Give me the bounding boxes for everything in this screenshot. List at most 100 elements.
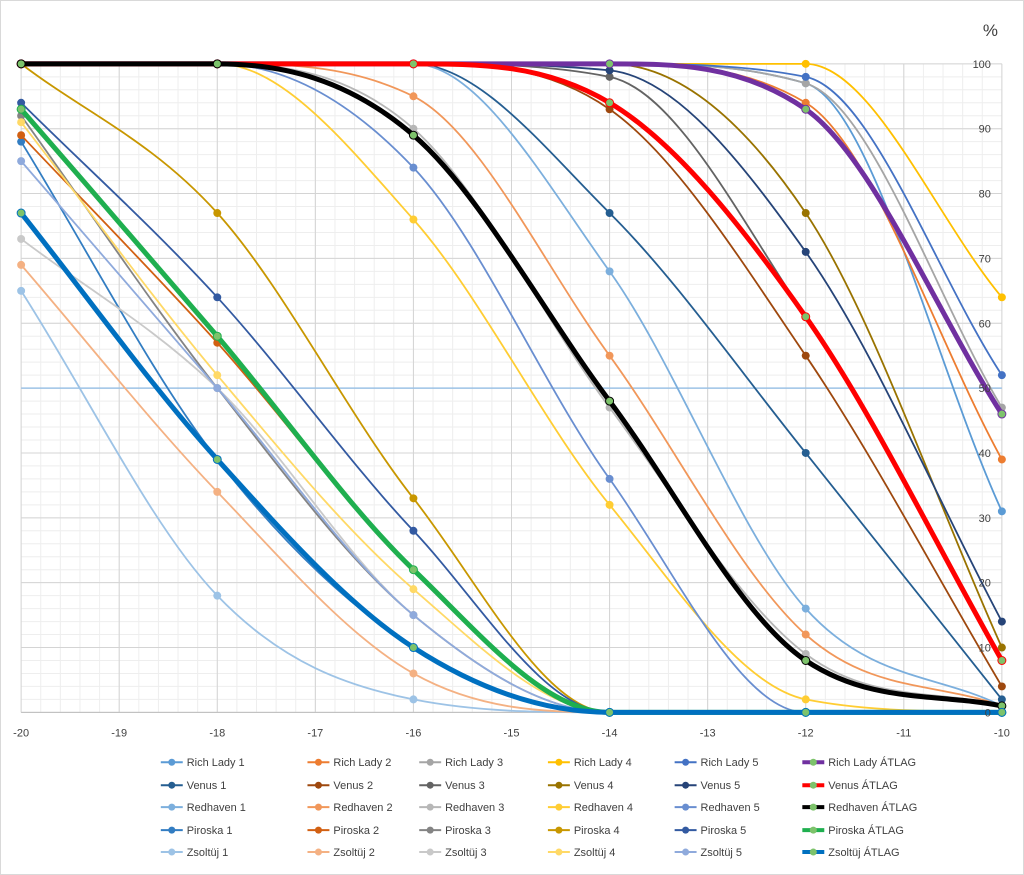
data-point	[997, 409, 1007, 419]
data-point	[408, 130, 418, 140]
data-point	[801, 79, 810, 88]
data-point	[605, 98, 615, 108]
legend-entry: Piroska 2	[307, 825, 379, 837]
data-point	[605, 707, 615, 717]
data-point	[408, 59, 418, 69]
data-point	[409, 669, 418, 678]
legend-marker	[168, 781, 176, 789]
series-17	[16, 59, 1007, 711]
legend-label: Piroska ÁTLAG	[828, 824, 904, 837]
legend-label: Zsoltüj 1	[187, 847, 228, 859]
legend-label: Venus 3	[445, 780, 485, 792]
data-point	[997, 293, 1006, 302]
legend-label: Rich Lady 3	[445, 757, 503, 769]
x-tick-label: -13	[700, 727, 716, 739]
legend-marker	[314, 848, 322, 856]
legend-marker	[555, 781, 563, 789]
data-point	[801, 695, 810, 704]
data-point	[17, 131, 26, 140]
data-point	[801, 104, 811, 114]
legend-entry: Piroska 4	[547, 825, 620, 837]
legend-label: Redhaven 1	[187, 802, 246, 814]
data-point	[213, 293, 222, 302]
data-point	[801, 209, 810, 218]
legend-marker	[314, 826, 322, 834]
legend-marker	[555, 848, 563, 856]
legend-marker	[809, 758, 817, 766]
x-tick-label: -17	[307, 727, 323, 739]
y-unit-label: %	[983, 21, 998, 40]
legend-marker	[168, 803, 176, 811]
data-point	[17, 260, 26, 269]
legend-marker	[168, 758, 176, 766]
data-point	[17, 286, 26, 295]
legend-marker	[426, 803, 434, 811]
legend-label: Zsoltüj 2	[333, 847, 374, 859]
legend-entry: Piroska ÁTLAG	[802, 824, 904, 837]
legend-label: Piroska 1	[187, 825, 233, 837]
data-point	[605, 351, 614, 360]
legend-entry: Rich Lady 1	[160, 757, 245, 769]
data-point	[801, 655, 811, 665]
data-point	[212, 331, 222, 341]
y-tick-label: 40	[979, 448, 991, 460]
data-point	[605, 105, 614, 114]
data-point	[605, 500, 614, 509]
data-point	[801, 604, 810, 613]
data-point	[213, 209, 222, 218]
series-29	[16, 208, 1007, 717]
legend-marker	[555, 826, 563, 834]
legend-label: Venus 2	[333, 780, 373, 792]
data-point	[605, 267, 614, 276]
data-point	[997, 507, 1006, 516]
legend-marker	[168, 826, 176, 834]
legend-label: Rich Lady 1	[187, 757, 245, 769]
legend-label: Venus ÁTLAG	[828, 779, 898, 792]
legend-label: Redhaven 4	[574, 802, 633, 814]
data-point	[409, 585, 418, 594]
data-point	[605, 72, 614, 81]
legend-label: Venus 4	[574, 780, 614, 792]
legend-marker	[682, 803, 690, 811]
legend-entry: Piroska 5	[674, 825, 746, 837]
legend-entry: Rich Lady 4	[547, 757, 632, 769]
legend-entry: Rich Lady ÁTLAG	[802, 756, 916, 769]
legend-marker	[809, 781, 817, 789]
legend-entry: Zsoltüj 1	[160, 847, 228, 859]
data-point	[17, 98, 26, 107]
legend-entry: Redhaven ÁTLAG	[802, 801, 917, 814]
legend-marker	[682, 826, 690, 834]
data-point	[409, 92, 418, 101]
y-tick-label: 90	[979, 124, 991, 136]
x-tick-label: -19	[111, 727, 127, 739]
data-point	[408, 643, 418, 653]
legend-marker	[314, 758, 322, 766]
legend-marker	[168, 848, 176, 856]
data-point	[409, 695, 418, 704]
x-tick-label: -14	[602, 727, 618, 739]
data-point	[16, 208, 26, 218]
legend-entry: Venus 4	[547, 780, 614, 792]
data-point	[409, 215, 418, 224]
data-point	[409, 494, 418, 503]
legend-label: Rich Lady ÁTLAG	[828, 756, 916, 769]
data-point	[801, 351, 810, 360]
legend-marker	[426, 848, 434, 856]
legend-marker	[426, 781, 434, 789]
legend-label: Zsoltüj 5	[701, 847, 742, 859]
y-tick-label: 100	[973, 59, 991, 71]
legend-entry: Venus 1	[160, 780, 226, 792]
legend-label: Redhaven ÁTLAG	[828, 801, 917, 814]
legend-entry: Zsoltüj 2	[307, 847, 375, 859]
data-point	[605, 474, 614, 483]
y-tick-label: 20	[979, 578, 991, 590]
data-point	[997, 655, 1007, 665]
legend-marker	[426, 826, 434, 834]
data-point	[801, 707, 811, 717]
data-point	[801, 247, 810, 256]
data-point	[997, 617, 1006, 626]
legend-marker	[682, 781, 690, 789]
legend-entry: Zsoltüj 3	[419, 847, 487, 859]
y-tick-label: 10	[979, 643, 991, 655]
